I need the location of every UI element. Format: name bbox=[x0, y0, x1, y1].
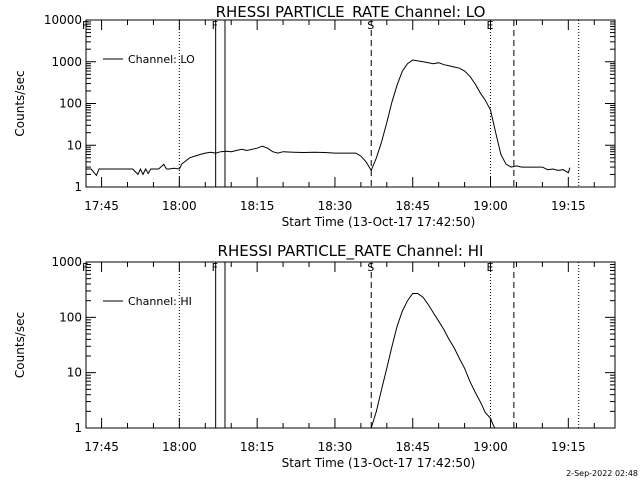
y-tick-label: 100 bbox=[59, 310, 82, 324]
time-marker-label: E bbox=[487, 19, 494, 32]
x-tick-label: 19:00 bbox=[473, 440, 508, 454]
y-tick-label: 1000 bbox=[51, 255, 82, 269]
x-axis-label: Start Time (13-Oct-17 17:42:50) bbox=[282, 456, 476, 470]
y-tick-label: 1 bbox=[74, 180, 82, 194]
series-line bbox=[86, 59, 571, 177]
x-tick-label: 18:30 bbox=[318, 199, 353, 213]
x-tick-label: 18:00 bbox=[162, 199, 197, 213]
x-tick-label: 17:45 bbox=[84, 440, 119, 454]
x-tick-label: 17:45 bbox=[84, 199, 119, 213]
y-tick-label: 10 bbox=[67, 366, 82, 380]
y-axis-label: Counts/sec bbox=[13, 70, 27, 136]
y-tick-label: 100 bbox=[59, 97, 82, 111]
footer-timestamp: 2-Sep-2022 02:48 bbox=[566, 469, 638, 478]
time-marker-label: F bbox=[212, 261, 218, 274]
time-marker-label: S bbox=[367, 261, 374, 274]
x-tick-label: 19:00 bbox=[473, 199, 508, 213]
x-tick-label: 18:00 bbox=[162, 440, 197, 454]
x-tick-label: 18:15 bbox=[240, 440, 275, 454]
time-marker-label: F bbox=[212, 19, 218, 32]
time-marker-label: F bbox=[82, 261, 88, 274]
plot-frame bbox=[85, 261, 616, 429]
x-tick-label: 18:15 bbox=[240, 199, 275, 213]
plot-frame bbox=[85, 19, 616, 188]
y-tick-label: 10000 bbox=[44, 13, 82, 27]
hi-channel-panel: RHESSI PARTICLE_RATE Channel: HI 1 10 100 10… bbox=[13, 242, 616, 470]
legend-label: Channel: LO bbox=[128, 53, 195, 66]
time-marker-label: S bbox=[367, 19, 374, 32]
y-tick-label: 1000 bbox=[51, 55, 82, 69]
time-marker-label: F bbox=[82, 19, 88, 32]
legend-label: Channel: HI bbox=[128, 295, 192, 308]
lo-channel-panel: RHESSI PARTICLE_RATE Channel: LO 1 10 100 10… bbox=[13, 3, 616, 229]
y-tick-label: 1 bbox=[74, 421, 82, 435]
x-tick-label: 18:45 bbox=[395, 199, 430, 213]
x-tick-label: 19:15 bbox=[551, 440, 586, 454]
y-axis-label: Counts/sec bbox=[13, 312, 27, 378]
x-tick-label: 18:30 bbox=[318, 440, 353, 454]
x-tick-label: 18:45 bbox=[395, 440, 430, 454]
time-marker-label: E bbox=[487, 261, 494, 274]
chart-title: RHESSI PARTICLE_RATE Channel: HI bbox=[218, 242, 484, 261]
x-axis-label: Start Time (13-Oct-17 17:42:50) bbox=[282, 215, 476, 229]
y-tick-label: 10 bbox=[67, 138, 82, 152]
chart-title: RHESSI PARTICLE_RATE Channel: LO bbox=[216, 3, 486, 22]
series-line bbox=[370, 293, 496, 429]
x-tick-label: 19:15 bbox=[551, 199, 586, 213]
